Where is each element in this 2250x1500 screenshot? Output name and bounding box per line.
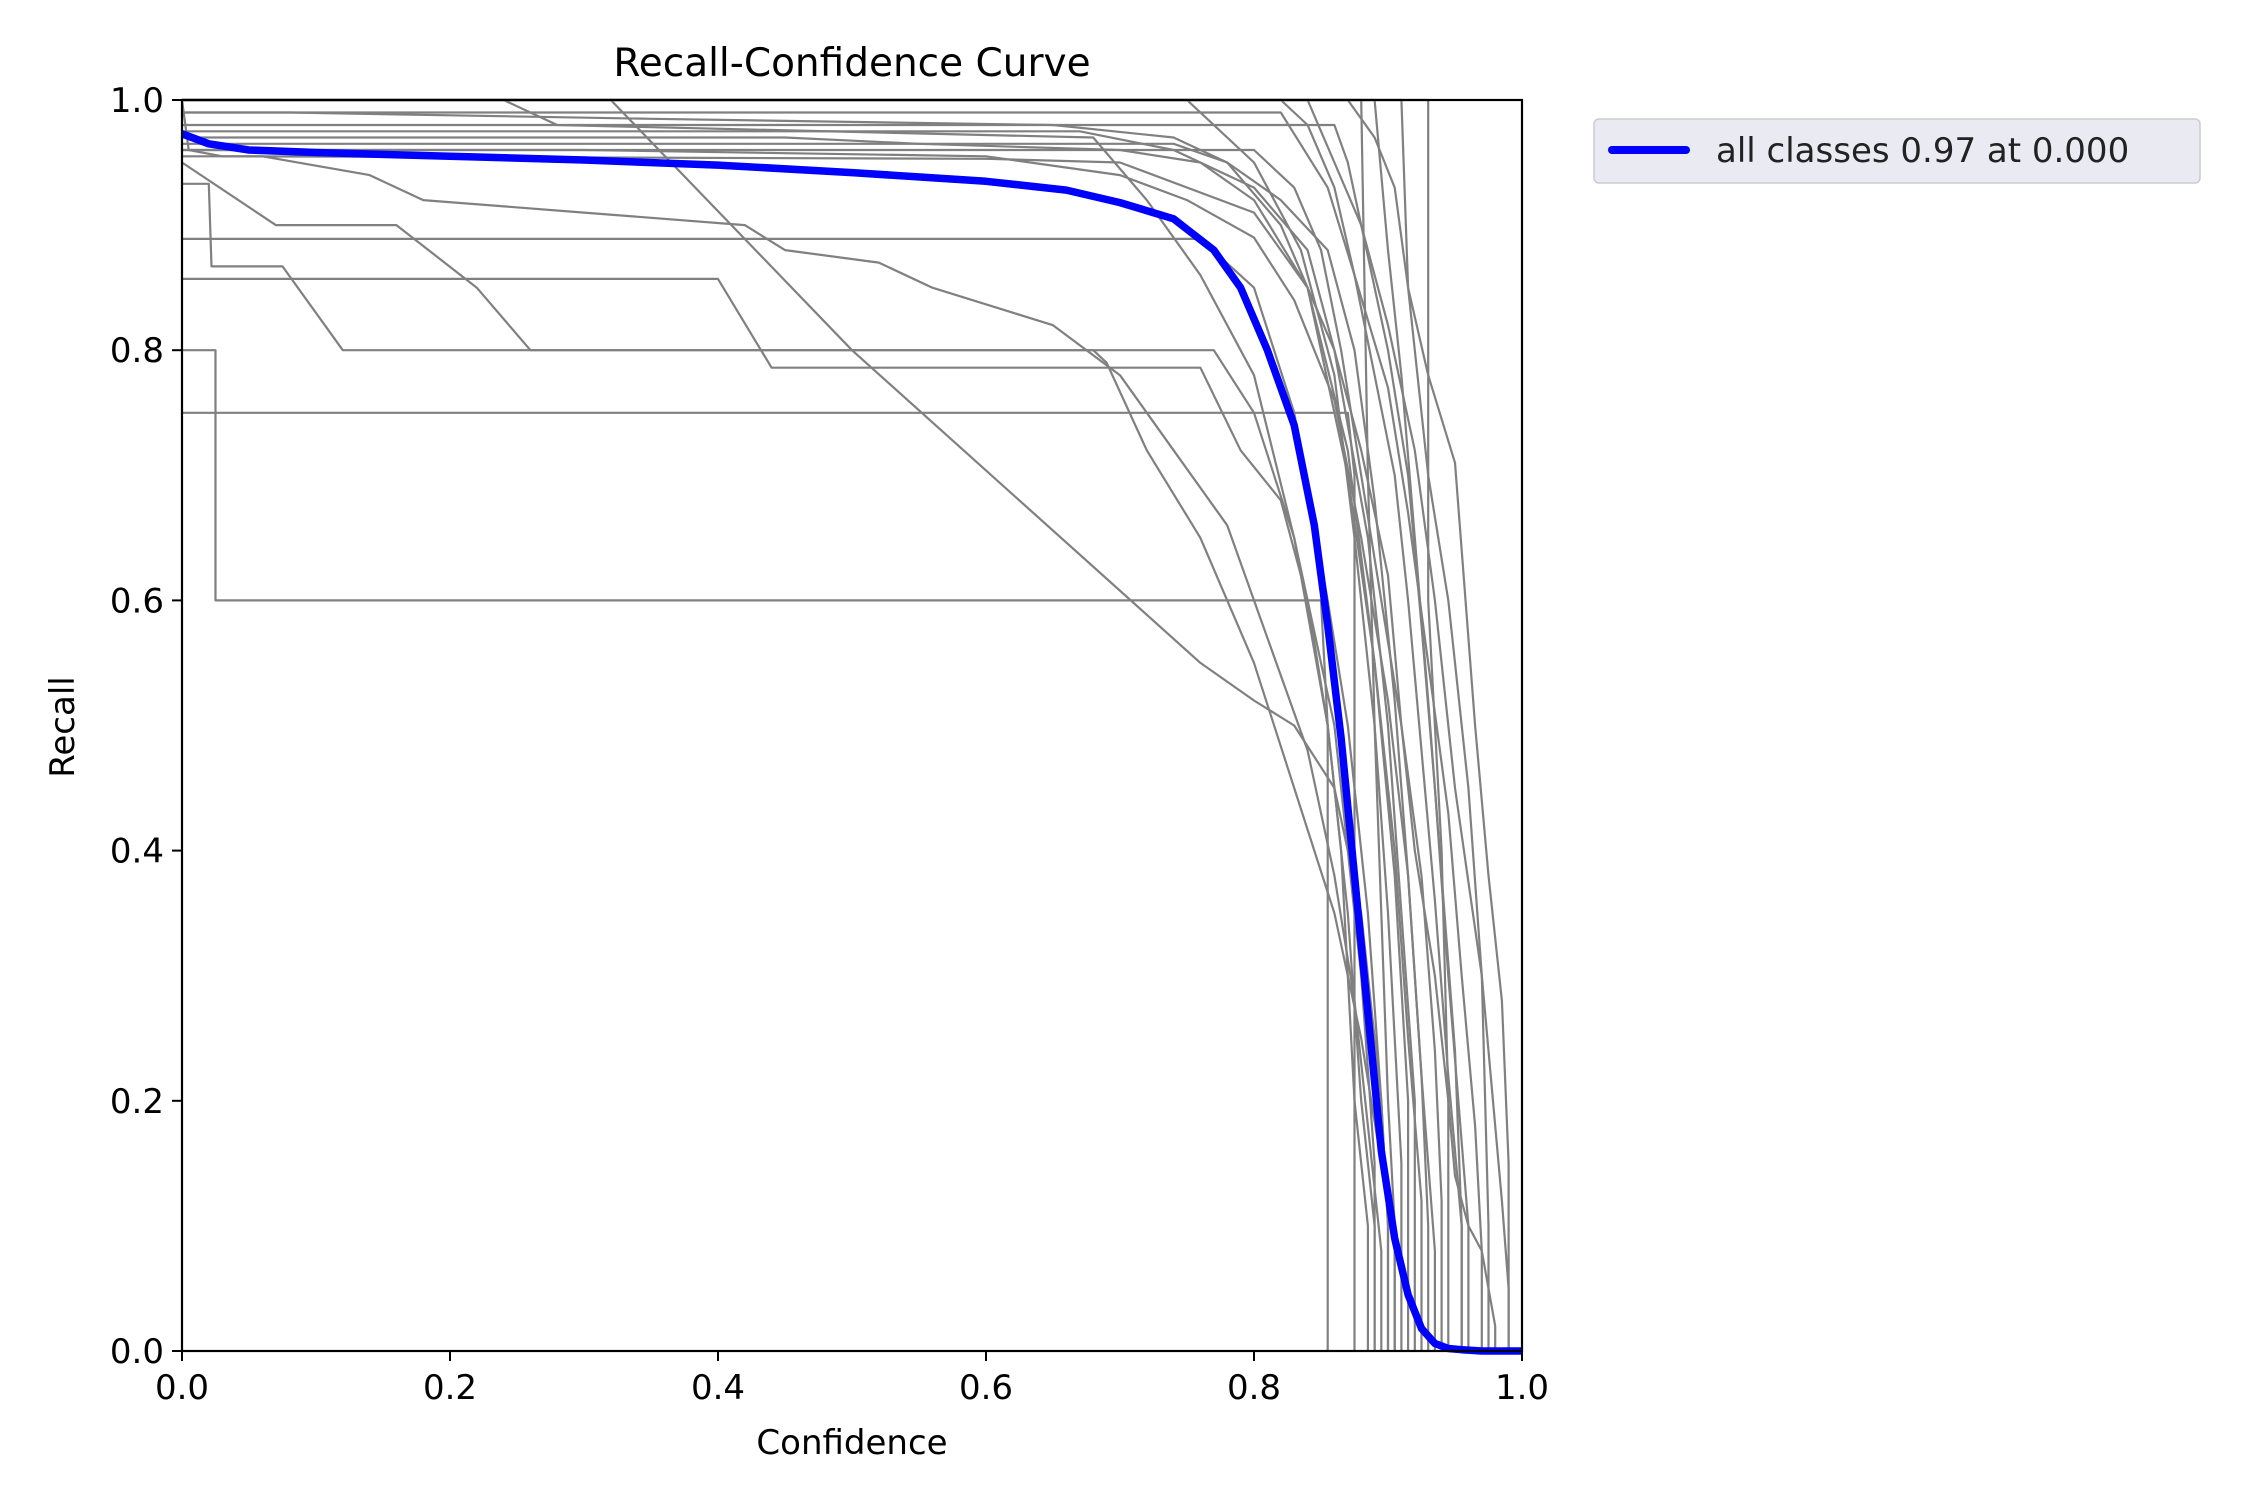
class-curve-17	[182, 98, 1510, 1351]
y-tick-label: 1.0	[110, 81, 164, 121]
all-classes-curve	[180, 130, 1522, 1355]
y-tick-label: 0.8	[110, 331, 164, 371]
class-curve-18	[182, 98, 1490, 1351]
y-tick-label: 0.6	[110, 581, 164, 621]
x-tick-label: 0.0	[155, 1368, 209, 1408]
legend-label: all classes 0.97 at 0.000	[1716, 131, 2129, 171]
class-curve-26	[182, 98, 1463, 1351]
legend-box	[1593, 118, 2201, 184]
class-curve-8	[182, 155, 1383, 1351]
curves-group	[180, 98, 1522, 1355]
class-curve-3	[182, 277, 1370, 1351]
ticks-group: 0.00.0 0.2 0.2 0.4 0.4 0.6 0.6 0.8 0.8 1.0 1.0	[110, 81, 1549, 1408]
x-tick-label: 1.0	[1495, 1368, 1549, 1408]
class-curve-19	[182, 123, 1510, 1351]
y-tick-label: 0.4	[110, 832, 164, 872]
y-axis-title: Recall	[43, 676, 83, 777]
y-tick-label: 0.2	[110, 1082, 164, 1122]
class-curve-10	[182, 111, 1416, 1351]
class-curve-23	[182, 148, 1497, 1351]
x-axis-title: Confidence	[756, 1423, 947, 1463]
class-curve-24	[182, 148, 1437, 1351]
class-curve-1	[182, 349, 1329, 1351]
x-tick-label: 0.8	[1227, 1368, 1281, 1408]
legend: all classes 0.97 at 0.000	[1593, 118, 2201, 184]
x-tick-label: 0.6	[959, 1368, 1013, 1408]
plot-frame	[180, 98, 1524, 1353]
x-tick-label: 0.4	[691, 1368, 745, 1408]
class-curve-5	[181, 161, 1396, 1351]
x-tick-label: 0.2	[423, 1368, 477, 1408]
y-tick-label: 0.0	[110, 1332, 164, 1372]
chart-title: Recall-Confidence Curve	[613, 41, 1090, 86]
class-curve-21	[182, 98, 1396, 1351]
class-curve-4	[182, 182, 1376, 1351]
